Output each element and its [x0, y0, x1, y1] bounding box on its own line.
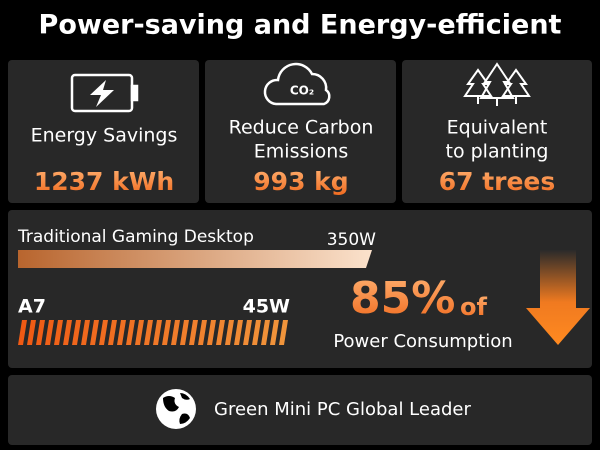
bar-stripe: [90, 320, 99, 345]
bar-stripe: [45, 320, 54, 345]
bar-stripe: [162, 320, 171, 345]
card-value: 1237 kWh: [34, 167, 174, 196]
bar-stripe: [81, 320, 90, 345]
card-value: 993 kg: [253, 167, 348, 196]
caption: Power Consumption: [333, 331, 512, 352]
bar-stripe: [135, 320, 144, 345]
trees-icon: [463, 62, 531, 106]
cloud-icon: [263, 62, 331, 106]
percent: 85%: [350, 273, 455, 324]
title: Power-saving and Energy-efficient: [39, 10, 562, 41]
bar-stripe: [27, 320, 36, 345]
bar-stripe: [252, 320, 261, 345]
card-label: Equivalent: [447, 117, 548, 139]
bar-stripe: [216, 320, 225, 345]
percent-of: of: [460, 293, 487, 321]
card-label: Emissions: [254, 141, 348, 163]
bar-stripe: [207, 320, 216, 345]
bar-stripe: [243, 320, 252, 345]
battery-icon: [70, 73, 139, 113]
bar-stripe: [117, 320, 126, 345]
bar-stripe: [54, 320, 63, 345]
bar-stripe: [261, 320, 270, 345]
bar-stripe: [36, 320, 45, 345]
a7-bar: [18, 320, 288, 345]
bar-stripe: [234, 320, 243, 345]
card-label: to planting: [446, 141, 549, 163]
bar-stripe: [99, 320, 108, 345]
card: [402, 60, 592, 203]
bar-stripe: [108, 320, 117, 345]
bar-stripe: [144, 320, 153, 345]
desktop-bar: [18, 250, 372, 268]
bar-stripe: [270, 320, 279, 345]
footer-text: Green Mini PC Global Leader: [214, 399, 471, 420]
footer-panel: [8, 375, 592, 445]
down-arrow: [526, 250, 590, 345]
bar-stripe: [171, 320, 180, 345]
comparison-panel: [8, 210, 592, 368]
card: [205, 60, 396, 203]
co2-label: CO₂: [290, 84, 314, 98]
bar-stripe: [180, 320, 189, 345]
bar-stripe: [189, 320, 198, 345]
bar-stripe: [153, 320, 162, 345]
card-label: Reduce Carbon: [229, 117, 374, 139]
bar-stripe: [72, 320, 81, 345]
a7-label: A7: [18, 296, 46, 318]
bar-stripe: [63, 320, 72, 345]
desktop-label: Traditional Gaming Desktop: [17, 227, 254, 247]
globe-icon: [156, 389, 196, 429]
bar-stripe: [18, 320, 27, 345]
bar-stripe: [279, 320, 288, 345]
card: [8, 60, 199, 203]
bar-stripe: [225, 320, 234, 345]
card-value: 67 trees: [439, 167, 556, 196]
card-label: Energy Savings: [31, 125, 178, 147]
bar-stripe: [198, 320, 207, 345]
a7-power: 45W: [243, 296, 290, 318]
desktop-power: 350W: [327, 230, 376, 250]
bar-stripe: [126, 320, 135, 345]
